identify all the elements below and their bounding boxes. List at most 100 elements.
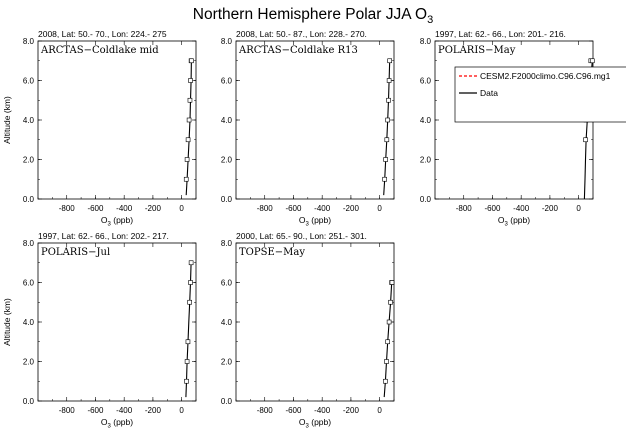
y-tick-label: 8.0 — [420, 37, 432, 46]
y-tick-label: 2.0 — [420, 156, 432, 165]
x-tick-label: 0 — [377, 204, 382, 213]
plot-frame — [235, 40, 395, 200]
y-tick-label: 8.0 — [23, 239, 35, 248]
panel-1: 2008, Lat: 50.- 70., Lon: 224.- 275 -800 -… — [2, 29, 197, 228]
series-line-data — [383, 60, 391, 196]
x-axis-label-subscript: 3 — [306, 424, 310, 430]
x-tick-label: 0 — [377, 406, 382, 415]
data-marker — [184, 378, 189, 384]
panel-3: 1997, Lat: 62.- 66., Lon: 201.- 216. -800… — [420, 29, 595, 228]
y-tick-label: 0.0 — [23, 397, 35, 406]
x-tick-label: -200 — [145, 406, 162, 415]
y-tick-label: 0.0 — [420, 195, 432, 204]
data-marker — [382, 176, 387, 182]
y-tick-label: 8.0 — [221, 239, 233, 248]
data-marker — [389, 280, 395, 285]
data-marker — [187, 299, 192, 305]
x-axis-label-subscript: 3 — [306, 222, 310, 228]
y-tick-label: 2.0 — [221, 156, 233, 165]
legend-label: Data — [480, 88, 498, 98]
data-marker — [189, 58, 194, 64]
data-marker — [188, 260, 194, 266]
y-axis-label: Altitude (km) — [2, 96, 12, 144]
y-tick-label: 2.0 — [221, 358, 233, 367]
data-marker — [184, 359, 190, 364]
panel-header: 2008, Lat: 50.- 87., Lon: 228.- 270. — [236, 29, 367, 39]
panel-header: 1997, Lat: 62.- 66., Lon: 202.- 217. — [38, 231, 169, 241]
y-axis-label: Altitude (km) — [2, 298, 12, 346]
x-tick-label: -800 — [257, 204, 274, 213]
data-marker — [385, 339, 390, 345]
x-axis-label-unit: (ppb) — [111, 215, 133, 225]
x-tick-label: 0 — [179, 406, 184, 415]
x-tick-label: -600 — [87, 406, 104, 415]
y-tick-label: 4.0 — [221, 116, 233, 125]
x-tick-label: 0 — [179, 204, 184, 213]
x-axis-label: O3 (ppb) — [299, 215, 331, 228]
x-axis-label-subscript: 3 — [108, 424, 112, 430]
y-tick-label: 6.0 — [23, 77, 35, 86]
y-tick-label: 6.0 — [221, 279, 233, 288]
x-tick-label: -200 — [542, 204, 559, 213]
y-tick-label: 0.0 — [23, 195, 35, 204]
x-tick-label: -600 — [285, 204, 302, 213]
x-tick-label: -200 — [343, 406, 360, 415]
data-marker — [384, 359, 389, 364]
x-axis-label-subscript: 3 — [108, 222, 112, 228]
x-axis-label-unit: (ppb) — [309, 215, 331, 225]
panel-header: 2000, Lat: 65.- 90., Lon: 251.- 301. — [236, 231, 367, 241]
x-axis-label-unit: (ppb) — [309, 417, 331, 427]
data-marker — [386, 97, 391, 103]
y-tick-label: 6.0 — [221, 77, 233, 86]
data-marker — [386, 78, 392, 83]
data-marker — [386, 319, 392, 325]
panel-4: 1997, Lat: 62.- 66., Lon: 202.- 217. -800… — [2, 231, 197, 430]
data-marker — [383, 378, 388, 384]
plot-frame — [37, 40, 197, 200]
x-tick-label: -400 — [116, 204, 133, 213]
x-tick-label: -400 — [314, 406, 331, 415]
x-axis-label: O3 (ppb) — [498, 215, 530, 228]
data-marker — [184, 157, 190, 162]
x-tick-label: -600 — [484, 204, 501, 213]
legend: CESM2.F2000climo.C96.C96.mg1 Data — [454, 66, 626, 123]
x-axis-label: O3 (ppb) — [101, 417, 133, 430]
y-tick-label: 8.0 — [221, 37, 233, 46]
data-marker — [183, 176, 189, 182]
data-marker — [384, 137, 390, 143]
data-marker — [185, 339, 191, 345]
data-marker — [589, 58, 595, 64]
y-tick-label: 6.0 — [23, 279, 35, 288]
y-tick-label: 0.0 — [221, 195, 233, 204]
x-tick-label: -400 — [513, 204, 530, 213]
data-marker — [387, 58, 392, 64]
x-tick-label: -200 — [343, 204, 360, 213]
y-tick-label: 8.0 — [23, 37, 35, 46]
y-tick-label: 4.0 — [23, 318, 35, 327]
data-marker — [187, 97, 193, 103]
x-tick-label: -800 — [257, 406, 274, 415]
x-tick-label: -600 — [285, 406, 302, 415]
x-axis-label-main: O — [299, 417, 306, 427]
figure-title-subscript: 3 — [427, 14, 433, 26]
x-axis-label-unit: (ppb) — [111, 417, 133, 427]
panel-title: ARCTAS−Coldlake R13 — [238, 45, 358, 56]
data-marker — [185, 137, 191, 143]
data-marker — [188, 280, 193, 285]
data-marker — [188, 78, 193, 83]
y-tick-label: 4.0 — [23, 116, 35, 125]
x-tick-label: -800 — [59, 204, 76, 213]
x-axis-label-subscript: 3 — [505, 222, 509, 228]
panel-title: ARCTAS−Coldlake mid — [40, 45, 159, 56]
panel-header: 2008, Lat: 50.- 70., Lon: 224.- 275 — [38, 29, 167, 39]
x-tick-label: -800 — [456, 204, 473, 213]
panel-title: TOPSE−May — [239, 247, 305, 258]
x-tick-label: -600 — [87, 204, 104, 213]
legend-box — [454, 66, 626, 123]
panel-header: 1997, Lat: 62.- 66., Lon: 201.- 216. — [435, 29, 566, 39]
x-axis-label-main: O — [498, 215, 505, 225]
x-tick-label: -200 — [145, 204, 162, 213]
figure-title: Northern Hemisphere Polar JJA O3 — [193, 6, 433, 26]
y-tick-label: 2.0 — [23, 358, 35, 367]
